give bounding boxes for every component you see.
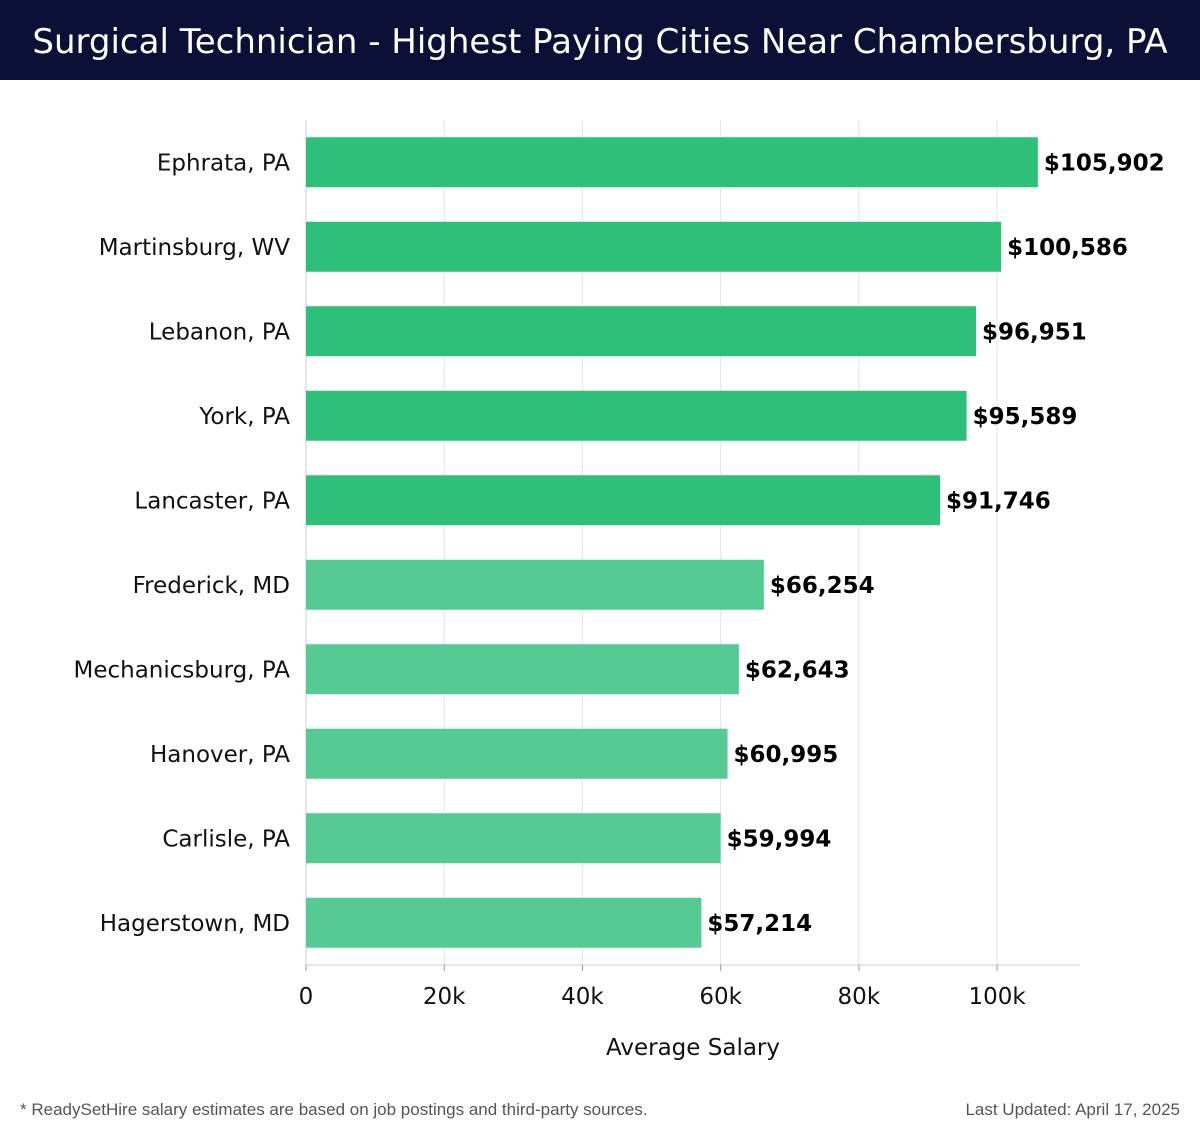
x-tick-label: 40k (561, 984, 604, 1010)
bar (306, 813, 721, 864)
category-label: Lebanon, PA (149, 319, 291, 345)
category-label: Martinsburg, WV (99, 235, 291, 261)
category-label: Lancaster, PA (134, 488, 290, 514)
bar (306, 897, 702, 948)
bar (306, 475, 941, 526)
value-label: $95,589 (973, 404, 1078, 430)
value-label: $57,214 (707, 911, 812, 937)
category-label: York, PA (198, 404, 290, 430)
x-axis-label: Average Salary (606, 1035, 780, 1061)
value-label: $60,995 (734, 742, 839, 768)
value-label: $59,994 (727, 826, 832, 852)
x-tick-label: 80k (838, 984, 881, 1010)
bar (306, 137, 1038, 188)
category-label: Carlisle, PA (162, 826, 290, 852)
x-tick-label: 100k (968, 984, 1026, 1010)
category-label: Hagerstown, MD (100, 911, 290, 937)
value-label: $62,643 (745, 657, 850, 683)
title-bar (0, 0, 1200, 80)
value-label: $96,951 (982, 319, 1087, 345)
category-label: Mechanicsburg, PA (74, 657, 291, 683)
page-title: Surgical Technician - Highest Paying Cit… (32, 22, 1168, 62)
bar (306, 559, 764, 610)
bar (306, 221, 1002, 272)
category-label: Ephrata, PA (157, 150, 290, 176)
value-label: $66,254 (770, 573, 875, 599)
x-tick-label: 0 (299, 984, 314, 1010)
bar (306, 728, 728, 779)
bar (306, 644, 739, 695)
x-tick-label: 60k (699, 984, 742, 1010)
category-label: Hanover, PA (150, 742, 290, 768)
value-label: $91,746 (946, 488, 1051, 514)
last-updated: Last Updated: April 17, 2025 (965, 1100, 1180, 1119)
bar (306, 306, 977, 357)
bar (306, 390, 967, 441)
value-label: $100,586 (1007, 235, 1128, 261)
salary-bar-chart: 0 20k 40k 60k 80k 100k Average Salary Ephrata, … (74, 120, 1165, 1061)
value-label: $105,902 (1044, 150, 1165, 176)
footnote: * ReadySetHire salary estimates are base… (20, 1100, 648, 1119)
x-tick-label: 20k (423, 984, 466, 1010)
category-label: Frederick, MD (133, 573, 290, 599)
